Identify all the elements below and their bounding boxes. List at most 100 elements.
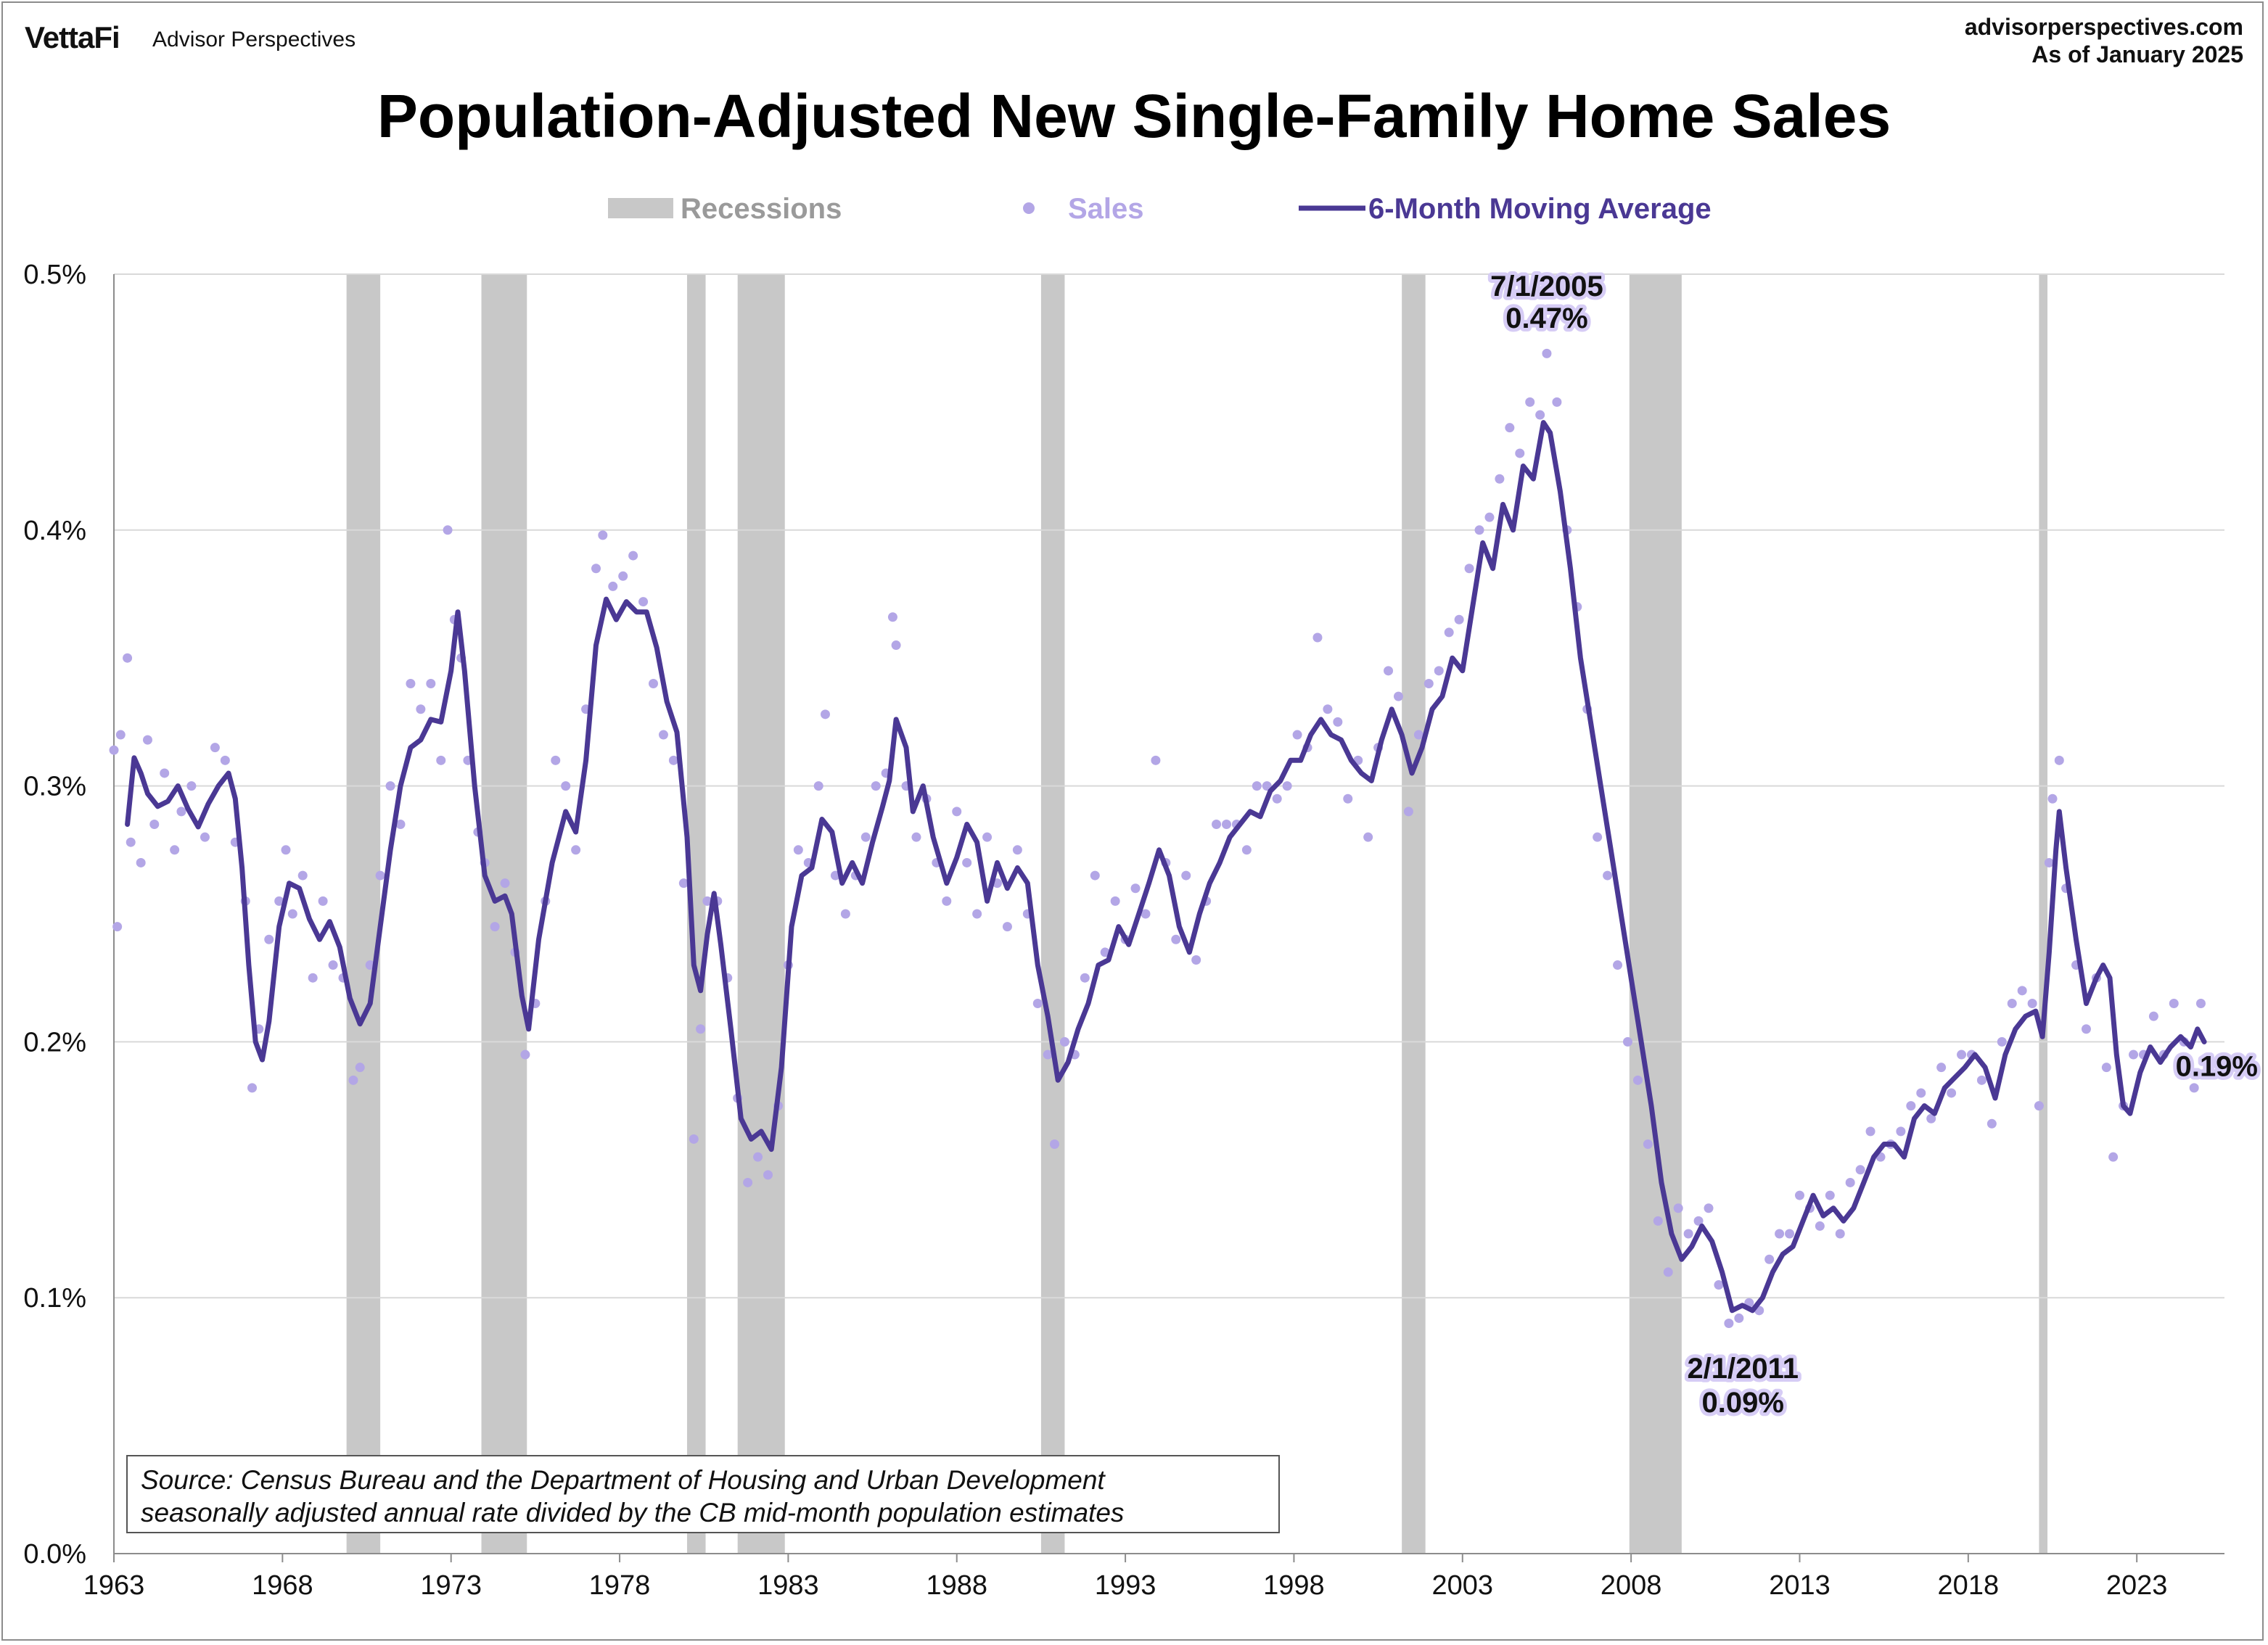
- site-url: advisorperspectives.com: [1964, 14, 2243, 40]
- sales-point: [1434, 666, 1444, 676]
- sales-point: [1775, 1229, 1785, 1239]
- x-tick-label: 1963: [83, 1570, 145, 1601]
- sales-point: [871, 781, 881, 791]
- sales-point: [210, 743, 220, 753]
- sales-point: [1032, 998, 1043, 1008]
- sales-point: [1683, 1229, 1693, 1239]
- sales-point: [1622, 1036, 1632, 1047]
- sales-point: [2081, 1024, 2091, 1034]
- sales-point: [1663, 1267, 1673, 1277]
- sales-point: [813, 781, 823, 791]
- sales-point: [1704, 1203, 1714, 1213]
- sales-point: [520, 1050, 530, 1060]
- sales-point: [186, 781, 197, 791]
- x-tick-label: 1978: [589, 1570, 651, 1601]
- sales-point: [2007, 998, 2017, 1008]
- sales-point: [1835, 1229, 1845, 1239]
- sales-point: [2148, 1011, 2158, 1021]
- source-line-1: Source: Census Bureau and the Department…: [141, 1465, 1105, 1495]
- sales-point: [416, 704, 426, 714]
- recession-band: [737, 274, 785, 1554]
- sales-point: [1957, 1050, 1967, 1060]
- sales-point: [982, 832, 993, 842]
- sales-point: [1384, 666, 1394, 676]
- sales-point: [1916, 1088, 1926, 1098]
- source-note: Source: Census Bureau and the Department…: [126, 1455, 1280, 1533]
- sales-point: [1794, 1190, 1804, 1200]
- sales-point: [1323, 704, 1333, 714]
- sales-point: [1613, 960, 1623, 970]
- sales-point: [176, 807, 186, 817]
- sales-point: [406, 678, 416, 688]
- sales-point: [2195, 998, 2206, 1008]
- sales-point: [753, 1152, 763, 1162]
- x-tick-label: 1998: [1263, 1570, 1325, 1601]
- sales-point: [972, 909, 982, 919]
- sales-point: [2017, 986, 2027, 996]
- sales-point: [1110, 896, 1120, 906]
- sales-point: [112, 922, 123, 932]
- sales-point: [763, 1170, 773, 1180]
- sales-point: [840, 909, 850, 919]
- sales-point: [274, 896, 284, 906]
- sales-point: [281, 845, 291, 855]
- sales-point: [2189, 1083, 2199, 1093]
- sales-point: [702, 896, 712, 906]
- y-tick-label: 0.0%: [23, 1539, 86, 1570]
- sales-point: [1845, 1177, 1855, 1187]
- sales-point: [109, 745, 119, 755]
- sales-point: [860, 832, 871, 842]
- sales-point: [1906, 1101, 1916, 1111]
- sales-point: [658, 730, 668, 740]
- sales-point: [1515, 448, 1525, 458]
- sales-point: [591, 564, 601, 574]
- sales-point: [628, 551, 638, 561]
- sales-point: [1141, 909, 1151, 919]
- sales-point: [328, 960, 338, 970]
- sales-point: [1212, 820, 1222, 830]
- sales-point: [1714, 1280, 1724, 1290]
- sales-point: [1855, 1165, 1865, 1175]
- sales-point: [170, 845, 180, 855]
- sales-point: [355, 1063, 365, 1073]
- sales-point: [1080, 973, 1090, 983]
- sales-point: [561, 781, 571, 791]
- sales-point: [1454, 614, 1464, 624]
- vettafi-logo: VettaFi: [25, 20, 120, 54]
- peak-value-label: 0.47%: [1505, 302, 1587, 334]
- y-tick-label: 0.3%: [23, 772, 86, 802]
- recession-band: [346, 274, 381, 1554]
- sales-point: [115, 730, 126, 740]
- sales-point: [1282, 781, 1292, 791]
- sales-point: [689, 1134, 699, 1144]
- y-tick-label: 0.2%: [23, 1027, 86, 1058]
- sales-point: [2101, 1063, 2111, 1073]
- sales-point: [1474, 525, 1484, 535]
- sales-point: [436, 755, 446, 765]
- sales-point: [1593, 832, 1603, 842]
- x-tick-label: 2013: [1769, 1570, 1831, 1601]
- sales-point: [1986, 1118, 1997, 1129]
- sales-point: [1262, 781, 1272, 791]
- sales-point: [1413, 730, 1423, 740]
- sales-point: [136, 857, 146, 867]
- sales-point: [618, 571, 628, 581]
- sales-point: [1552, 397, 1562, 407]
- recession-band: [1629, 274, 1682, 1554]
- sales-point: [1241, 845, 1252, 855]
- sales-point: [952, 807, 962, 817]
- sales-point: [1130, 883, 1141, 894]
- sales-point: [551, 755, 561, 765]
- x-tick-label: 1968: [252, 1570, 313, 1601]
- sales-point: [1403, 807, 1413, 817]
- sales-point: [793, 845, 803, 855]
- source-line-2: seasonally adjusted annual rate divided …: [141, 1498, 1125, 1528]
- legend-sales-marker: [1023, 202, 1035, 214]
- sales-point: [1947, 1088, 1957, 1098]
- sales-point: [1333, 717, 1343, 727]
- sales-points: [109, 348, 2209, 1328]
- sales-point: [2054, 755, 2064, 765]
- sales-point: [1724, 1318, 1734, 1328]
- sales-point: [1012, 845, 1022, 855]
